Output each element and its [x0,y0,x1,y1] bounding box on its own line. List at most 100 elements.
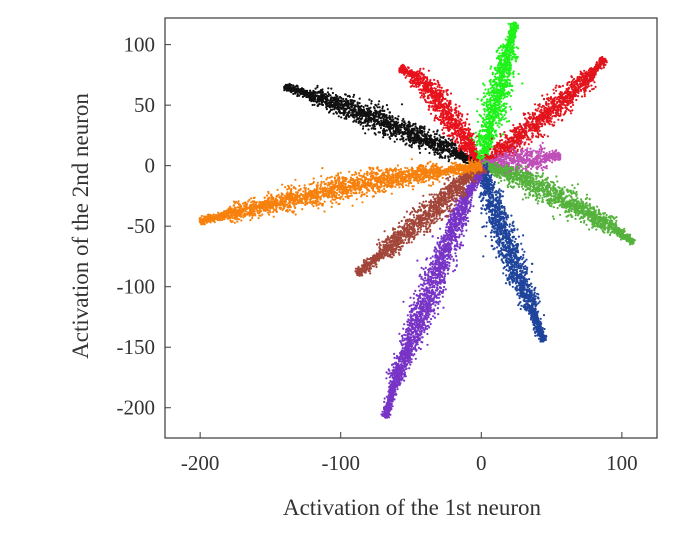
data-point [333,107,336,110]
data-point [465,143,468,146]
data-point [388,121,391,124]
data-point [503,67,506,70]
data-point [400,68,403,71]
data-point [487,122,490,125]
data-point [467,139,470,143]
data-point [432,94,436,97]
data-point [419,125,422,128]
data-point [357,113,360,116]
data-point [510,88,513,91]
data-point [487,91,490,94]
data-point [496,113,499,116]
data-point [508,68,512,71]
data-point [379,117,382,120]
data-point [400,122,404,125]
data-point [377,131,380,134]
data-point [445,113,448,116]
data-point [485,121,488,124]
data-point [448,135,451,138]
data-point [359,120,362,124]
data-point [421,144,424,147]
data-point [455,111,458,114]
data-point [478,137,481,140]
data-point [420,71,423,74]
data-point [491,150,494,153]
data-point [404,122,407,125]
data-point [488,119,491,122]
data-point [499,139,502,142]
data-point [409,81,412,85]
data-point [467,132,470,136]
data-point [456,137,459,140]
data-point [452,151,456,154]
data-point [422,78,425,81]
data-point [391,115,394,118]
data-point [494,95,497,98]
data-point [346,106,350,109]
data-point [501,52,504,55]
data-point [446,93,449,96]
data-point [501,115,504,118]
data-point [450,123,454,127]
data-point [432,130,435,133]
data-point [468,155,471,159]
data-point [435,116,439,120]
data-point [407,130,410,133]
data-point [514,140,517,143]
data-point [432,99,435,102]
data-point [329,98,332,101]
data-point [405,74,408,78]
data-point [414,84,418,87]
data-point [462,121,465,124]
data-point [492,108,495,111]
data-point [501,86,504,89]
data-point [508,61,511,64]
data-point [480,99,483,102]
data-point [450,143,453,146]
data-point [447,101,451,104]
data-point [448,143,451,146]
data-point [506,143,509,147]
data-point [375,110,378,113]
data-point [491,99,494,102]
data-point [355,120,358,123]
data-point [460,151,463,154]
data-point [412,123,415,126]
data-point [443,97,446,101]
data-point [437,103,440,106]
data-point [368,98,371,101]
data-point [337,102,340,105]
data-point [390,134,394,137]
data-point [457,119,460,122]
data-point [499,148,502,151]
data-point [426,137,429,141]
data-point [494,66,497,69]
data-point [499,84,502,87]
data-point [457,110,460,113]
data-point [416,132,419,135]
data-point [351,103,354,106]
data-point [500,92,503,95]
data-point [340,111,343,115]
data-point [498,66,501,69]
data-point [416,70,419,73]
data-point [495,133,498,136]
data-point [422,67,425,70]
data-point [373,123,376,126]
data-point [414,125,417,128]
data-point [313,103,316,106]
data-point [513,53,516,56]
data-point [428,104,431,107]
data-point [308,96,311,99]
data-point [499,61,502,64]
data-point [437,83,440,86]
data-point [393,131,396,134]
data-point [456,141,459,144]
data-point [503,143,506,147]
data-point [442,132,446,135]
data-point [357,120,360,123]
data-point [489,83,492,86]
data-point [334,93,337,97]
data-point [459,126,462,129]
data-point [428,151,431,155]
